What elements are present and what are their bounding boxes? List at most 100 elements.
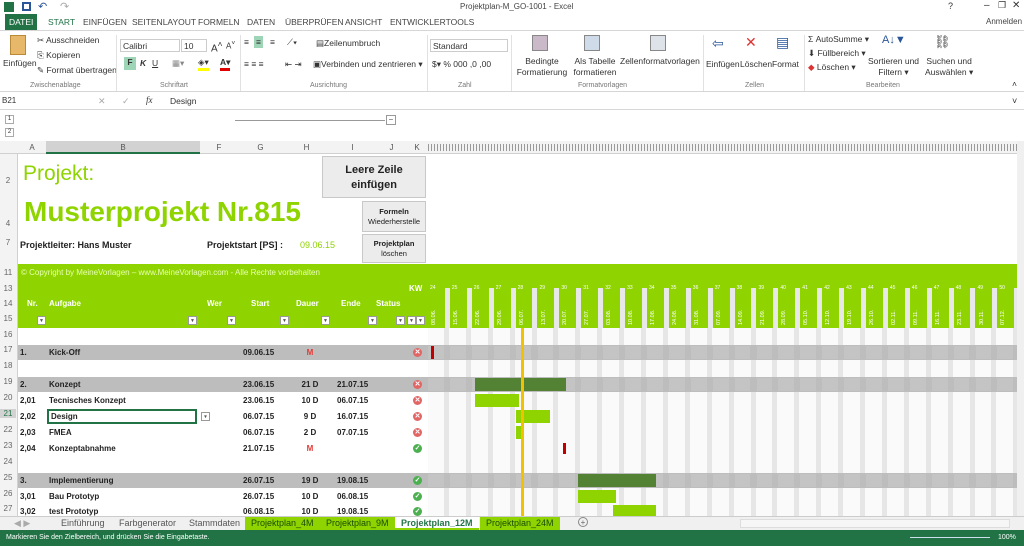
expand-formula-icon[interactable]: ˅ <box>1012 96 1018 106</box>
tab-daten[interactable]: DATEN <box>247 17 276 27</box>
column-header-k[interactable]: K <box>414 143 420 152</box>
cut-button[interactable]: ✂ Ausschneiden <box>37 35 100 45</box>
copy-button[interactable]: ⎘ Kopieren <box>37 50 81 60</box>
task-name[interactable]: Implementierung <box>49 476 114 485</box>
name-box[interactable]: B21 <box>2 96 17 105</box>
save-icon[interactable] <box>22 2 31 11</box>
row-number[interactable]: 4 <box>5 219 11 228</box>
grow-font-icon[interactable]: A˄ <box>211 39 223 55</box>
outline-collapse-button[interactable]: – <box>386 115 396 125</box>
gantt-bar[interactable] <box>515 410 550 423</box>
row-number[interactable]: 7 <box>5 238 11 247</box>
gantt-bar[interactable] <box>474 394 519 407</box>
align-left-icon[interactable]: ≡ ≡ ≡ <box>244 59 264 69</box>
row-number[interactable]: 15 <box>3 314 13 323</box>
zoom-slider[interactable] <box>910 537 990 538</box>
table-row[interactable]: 3,02 test Prototyp 06.08.15 10 D 19.08.15 ✓ <box>18 504 1018 519</box>
vertical-scrollbar[interactable] <box>1017 141 1024 516</box>
table-row[interactable]: 2,03 FMEA 06.07.15 2 D 07.07.15 ✕ <box>18 425 1018 440</box>
row-number[interactable]: 16 <box>3 330 13 339</box>
font-size-select[interactable]: 10 <box>181 39 207 52</box>
find-select-button[interactable]: Suchen und Auswählen ▾ <box>925 56 974 77</box>
bold-button[interactable]: F <box>124 57 136 70</box>
sort-filter-button[interactable]: Sortieren und Filtern ▾ <box>868 56 920 77</box>
table-row[interactable]: 3,01 Bau Prototyp 26.07.15 10 D 06.08.15 ✓ <box>18 489 1018 504</box>
insert-empty-row-button[interactable]: Leere Zeile einfügen <box>322 156 426 198</box>
gantt-bar[interactable] <box>515 426 522 439</box>
fill-button[interactable]: ⬇ Füllbereich ▾ <box>808 48 866 58</box>
indent-icon[interactable]: ⇤ ⇥ <box>285 59 302 69</box>
row-number[interactable]: 25 <box>3 473 13 482</box>
row-number[interactable]: 22 <box>3 425 13 434</box>
filter-dropdown-duration[interactable]: ▼ <box>321 316 330 325</box>
row-number[interactable]: 26 <box>3 489 13 498</box>
gantt-bar[interactable] <box>474 378 566 391</box>
row-number[interactable]: 14 <box>3 299 13 308</box>
row-number[interactable]: 24 <box>3 457 13 466</box>
underline-button[interactable]: U <box>152 58 159 68</box>
format-cells-button[interactable]: Format <box>772 59 799 69</box>
account-link[interactable]: Anmelden <box>986 17 1023 26</box>
row-number[interactable]: 20 <box>3 393 13 402</box>
paste-button[interactable]: Einfügen <box>3 58 37 68</box>
column-header-i[interactable]: I <box>351 143 354 152</box>
formula-input[interactable]: Design <box>170 96 197 106</box>
filter-dropdown-status[interactable]: ▼ <box>396 316 405 325</box>
tab-start[interactable]: START <box>48 17 76 27</box>
row-number[interactable]: 13 <box>3 284 13 293</box>
redo-icon[interactable]: ↷ <box>60 1 70 13</box>
enter-icon[interactable]: ✓ <box>122 96 130 106</box>
task-name[interactable]: Design <box>47 409 197 424</box>
milestone-marker[interactable] <box>431 346 435 359</box>
tab-formeln[interactable]: FORMELN <box>198 17 240 27</box>
row-number[interactable]: 11 <box>3 268 13 277</box>
number-format-select[interactable]: Standard <box>430 39 508 52</box>
task-name[interactable]: Kick-Off <box>49 348 81 357</box>
column-header-f[interactable]: F <box>216 143 222 152</box>
help-button[interactable]: ? <box>948 1 954 11</box>
filter-dropdown-task[interactable]: ▼ <box>188 316 197 325</box>
horizontal-scrollbar[interactable] <box>740 519 1010 528</box>
insert-function-icon[interactable]: fx <box>146 95 153 105</box>
task-name[interactable]: Konzept <box>49 380 81 389</box>
currency-percent-icons[interactable]: $▾ % 000 ,0 ,00 <box>432 59 492 69</box>
filter-dropdown-nr[interactable]: ▼ <box>37 316 46 325</box>
sheet-tab[interactable]: Projektplan_12M <box>395 517 479 530</box>
wrap-text-button[interactable]: ▤Zeilenumbruch <box>316 38 381 48</box>
column-header-h[interactable]: H <box>303 143 310 152</box>
sheet-tab[interactable]: Einführung <box>61 518 105 528</box>
restore-formulas-button[interactable]: Formeln Wiederherstelle <box>362 201 426 232</box>
filter-dropdown-j[interactable]: ▼ <box>407 316 416 325</box>
tab-datei[interactable]: DATEI <box>5 14 38 30</box>
fill-color-icon[interactable]: ◈▾ <box>198 57 209 71</box>
task-name[interactable]: FMEA <box>49 428 72 437</box>
undo-icon[interactable]: ↶ <box>38 1 48 13</box>
row-number[interactable]: 18 <box>3 361 13 370</box>
align-top-icon[interactable]: ≡ <box>244 37 249 47</box>
tab-einfuegen[interactable]: EINFÜGEN <box>83 17 127 27</box>
outline-level-2-button[interactable]: 2 <box>5 128 14 137</box>
align-middle-icon[interactable]: ≡ <box>254 36 263 48</box>
sheet-tab[interactable]: Projektplan_9M <box>320 517 395 530</box>
table-row[interactable]: 3. Implementierung 26.07.15 19 D 19.08.15 ✓ <box>18 473 1018 488</box>
zoom-level[interactable]: 100% <box>998 534 1016 541</box>
collapse-ribbon-icon[interactable]: ˄ <box>1012 79 1017 89</box>
tab-ueberpruefen[interactable]: ÜBERPRÜFEN <box>285 17 344 27</box>
gantt-bar[interactable] <box>578 474 657 487</box>
font-color-icon[interactable]: A▾ <box>220 57 231 71</box>
cell-styles-button[interactable]: Zellenformatvorlagen <box>620 56 700 66</box>
task-name[interactable]: test Prototyp <box>49 507 99 516</box>
delete-project-plan-button[interactable]: Projektplan löschen <box>362 234 426 263</box>
column-header-a[interactable]: A <box>29 143 35 152</box>
row-number[interactable]: 23 <box>3 441 13 450</box>
add-sheet-button[interactable]: + <box>578 517 588 527</box>
table-row[interactable]: 2,04 Konzeptabnahme 21.07.15 M ✓ <box>18 441 1018 456</box>
milestone-marker[interactable] <box>562 443 566 454</box>
filter-dropdown-kw[interactable]: ▼ <box>416 316 425 325</box>
filter-dropdown-who[interactable]: ▼ <box>227 316 236 325</box>
conditional-format-button[interactable]: Bedingte Formatierung <box>512 56 572 78</box>
row-number[interactable]: 19 <box>3 377 13 386</box>
border-icon[interactable]: ▦▾ <box>172 58 185 68</box>
project-start-value[interactable]: 09.06.15 <box>300 240 336 250</box>
cancel-icon[interactable]: ✕ <box>98 96 106 106</box>
